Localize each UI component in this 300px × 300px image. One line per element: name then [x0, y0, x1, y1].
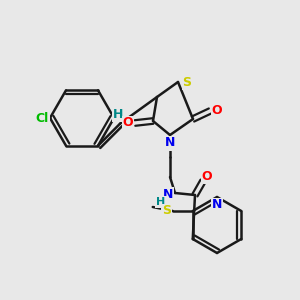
Text: S: S: [162, 205, 171, 218]
Text: S: S: [182, 76, 191, 88]
Text: O: O: [202, 169, 212, 182]
Text: O: O: [123, 116, 133, 130]
Text: N: N: [163, 188, 173, 200]
Text: N: N: [212, 199, 222, 212]
Text: Cl: Cl: [35, 112, 49, 124]
Text: N: N: [165, 136, 175, 149]
Text: H: H: [113, 108, 123, 121]
Text: H: H: [156, 197, 166, 207]
Text: O: O: [212, 104, 222, 118]
